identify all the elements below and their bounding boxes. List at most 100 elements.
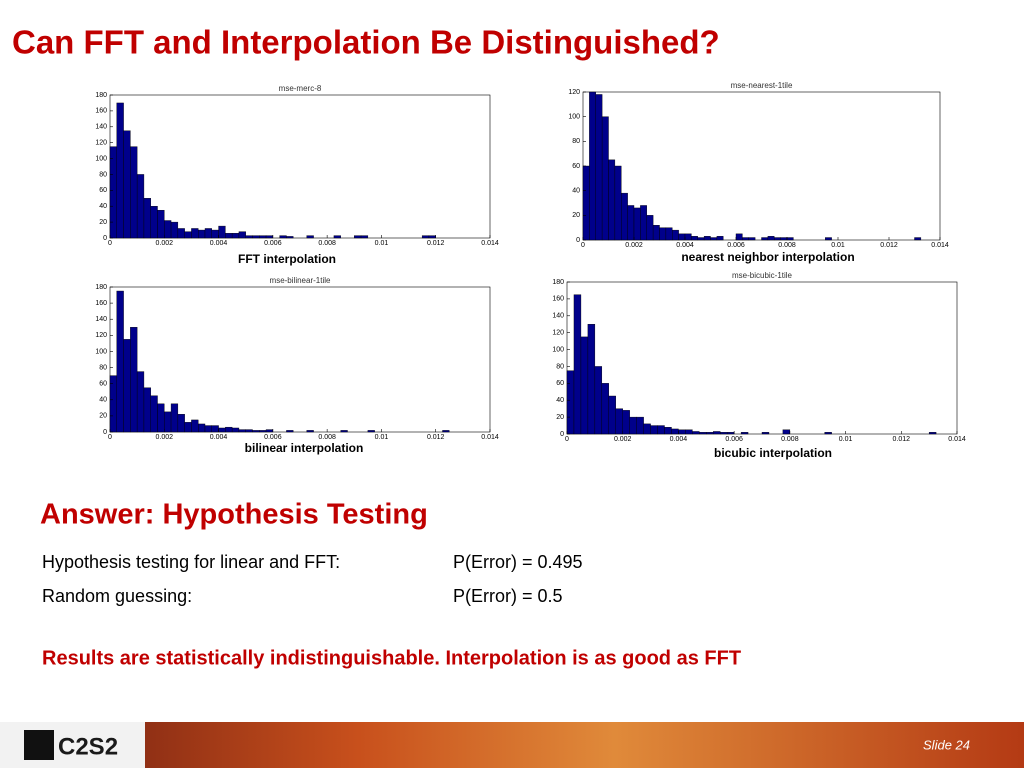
bar — [761, 237, 769, 241]
answer-heading: Answer: Hypothesis Testing — [40, 499, 428, 531]
bar — [699, 432, 707, 435]
x-tick-label: 0.012 — [893, 436, 911, 443]
x-tick-label: 0 — [581, 242, 585, 249]
bar — [706, 432, 714, 435]
bar — [211, 229, 219, 239]
bar — [726, 432, 735, 435]
bar — [245, 429, 253, 433]
bar — [652, 224, 660, 241]
bar — [231, 427, 240, 433]
bar — [252, 430, 260, 433]
bar — [659, 227, 667, 241]
slide-number: Slide 24 — [923, 737, 970, 752]
bar — [595, 94, 603, 241]
bar — [742, 237, 749, 241]
bar — [306, 430, 314, 433]
bar — [177, 228, 185, 239]
bar — [116, 290, 124, 433]
bar — [928, 432, 937, 435]
x-tick-label: 0.01 — [375, 434, 389, 441]
bar — [678, 429, 686, 435]
bar — [665, 227, 673, 241]
y-tick-label: 100 — [568, 114, 580, 121]
bar — [691, 236, 698, 241]
y-tick-label: 0 — [103, 235, 107, 242]
y-tick-label: 40 — [572, 188, 580, 195]
bar — [782, 429, 791, 435]
bar — [252, 235, 260, 239]
bar — [671, 428, 679, 435]
bar — [143, 198, 151, 239]
x-tick-label: 0.008 — [778, 242, 796, 249]
bar — [589, 91, 596, 241]
bar — [367, 430, 375, 433]
bar — [573, 294, 582, 435]
row-value: P(Error) = 0.5 — [453, 586, 563, 606]
bar — [646, 215, 654, 241]
y-tick-label: 100 — [552, 346, 564, 353]
y-tick-label: 160 — [95, 108, 107, 115]
x-tick-label: 0.012 — [427, 434, 445, 441]
bar — [735, 233, 743, 241]
y-tick-label: 140 — [552, 313, 564, 320]
bar — [601, 116, 609, 241]
bar — [333, 235, 341, 239]
x-tick-label: 0.008 — [781, 436, 799, 443]
bar — [286, 430, 294, 433]
bar — [633, 207, 641, 241]
bar — [684, 233, 692, 241]
x-tick-label: 0 — [565, 436, 569, 443]
bar — [198, 423, 206, 433]
bar — [608, 395, 616, 435]
logo-text: C2S2 — [58, 733, 118, 760]
y-tick-label: 180 — [552, 279, 564, 286]
bar — [245, 235, 253, 239]
bar — [123, 130, 131, 239]
logo-mark — [24, 730, 54, 760]
x-tick-label: 0.006 — [725, 436, 743, 443]
y-tick-label: 140 — [95, 316, 107, 323]
bar — [143, 387, 151, 433]
y-tick-label: 20 — [556, 414, 564, 421]
y-tick-label: 160 — [552, 296, 564, 303]
y-tick-label: 80 — [572, 138, 580, 145]
bar — [164, 411, 172, 433]
row-label: Hypothesis testing for linear and FFT: — [42, 552, 340, 572]
y-tick-label: 20 — [99, 413, 107, 420]
chart-caption: FFT interpolation — [238, 252, 336, 266]
bar — [566, 370, 575, 435]
x-tick-label: 0.008 — [318, 240, 336, 247]
chart-caption: bicubic interpolation — [714, 446, 832, 460]
row-label: Random guessing: — [42, 586, 192, 606]
x-tick-label: 0.012 — [427, 240, 445, 247]
bar — [218, 225, 226, 239]
bar — [650, 425, 658, 435]
bar — [824, 432, 832, 435]
bar — [761, 432, 770, 435]
bar — [825, 237, 832, 241]
plot-frame — [109, 286, 491, 433]
bar — [164, 220, 172, 239]
bar — [748, 237, 756, 241]
bar — [697, 237, 705, 241]
bar — [640, 205, 647, 241]
y-tick-label: 120 — [568, 89, 580, 96]
x-tick-label: 0.004 — [210, 434, 228, 441]
x-tick-label: 0.01 — [839, 436, 853, 443]
bar — [279, 235, 287, 239]
y-tick-label: 180 — [95, 284, 107, 291]
x-tick-label: 0.014 — [948, 436, 966, 443]
bar — [720, 432, 728, 435]
bar — [191, 228, 199, 239]
bar — [428, 235, 436, 239]
bar — [130, 327, 138, 433]
y-tick-label: 20 — [572, 212, 580, 219]
plot-frame — [109, 94, 491, 239]
bar — [225, 426, 233, 433]
chart-title: mse-merc-8 — [279, 84, 322, 93]
bar — [664, 427, 672, 435]
x-tick-label: 0.006 — [264, 434, 282, 441]
bar — [157, 209, 165, 239]
bar — [184, 422, 192, 433]
